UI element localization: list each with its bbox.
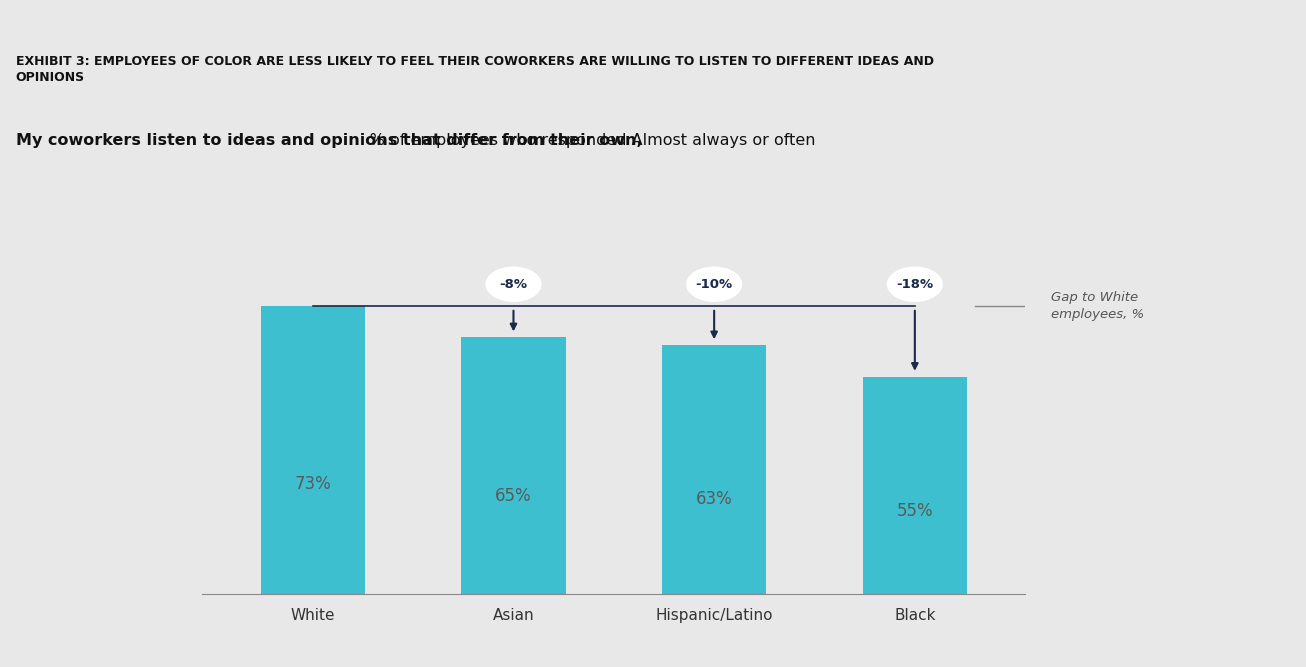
Text: 55%: 55% bbox=[896, 502, 934, 520]
Text: OPINIONS: OPINIONS bbox=[16, 71, 85, 84]
Text: 73%: 73% bbox=[294, 476, 332, 494]
Bar bbox=[461, 338, 565, 594]
Ellipse shape bbox=[887, 267, 943, 302]
Text: -10%: -10% bbox=[696, 277, 733, 291]
Text: -8%: -8% bbox=[499, 277, 528, 291]
Text: 65%: 65% bbox=[495, 488, 532, 506]
Text: -18%: -18% bbox=[896, 277, 934, 291]
Text: % of employees who responded Almost always or often: % of employees who responded Almost alwa… bbox=[16, 133, 815, 148]
Ellipse shape bbox=[686, 267, 742, 302]
Ellipse shape bbox=[486, 267, 542, 302]
Bar bbox=[261, 306, 364, 594]
Text: 63%: 63% bbox=[696, 490, 733, 508]
Text: EXHIBIT 3: EMPLOYEES OF COLOR ARE LESS LIKELY TO FEEL THEIR COWORKERS ARE WILLIN: EXHIBIT 3: EMPLOYEES OF COLOR ARE LESS L… bbox=[16, 55, 934, 67]
Text: My coworkers listen to ideas and opinions that differ from their own,: My coworkers listen to ideas and opinion… bbox=[16, 133, 643, 148]
Bar bbox=[662, 346, 767, 594]
Text: Gap to White
employees, %: Gap to White employees, % bbox=[1051, 291, 1144, 321]
Bar bbox=[863, 377, 966, 594]
